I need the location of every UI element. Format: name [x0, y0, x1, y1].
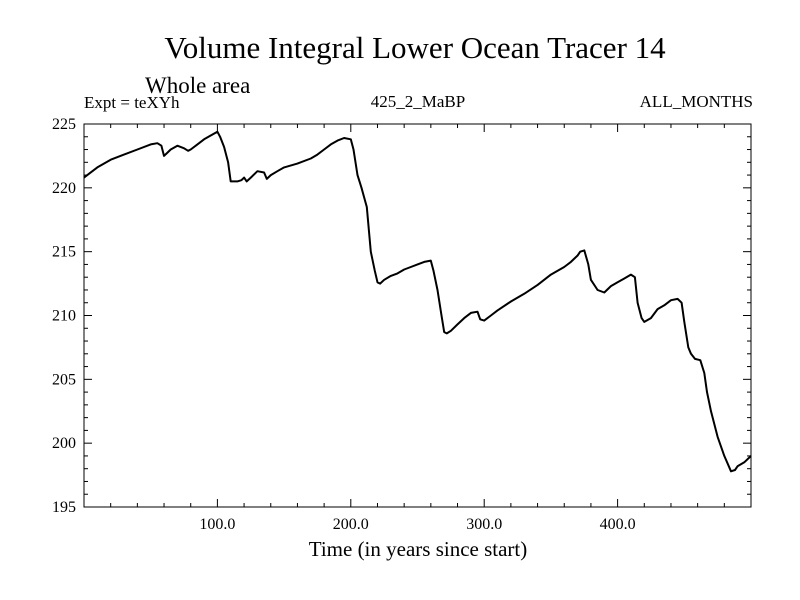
months-label: ALL_MONTHS: [640, 92, 753, 111]
run-label: 425_2_MaBP: [371, 92, 465, 111]
x-tick-label: 200.0: [333, 516, 369, 533]
y-tick-label: 205: [52, 371, 76, 388]
x-tick-label: 100.0: [199, 516, 235, 533]
plot-frame: [83, 123, 752, 508]
series-group: [83, 130, 752, 473]
y-tick-label: 210: [52, 308, 76, 325]
x-axis: 100.0 200.0 300.0 400.0: [110, 124, 725, 533]
y-tick-label: 215: [52, 244, 76, 261]
chart-title: Volume Integral Lower Ocean Tracer 14: [164, 30, 666, 65]
y-tick-label: 200: [52, 435, 76, 452]
x-tick-label: 400.0: [600, 516, 636, 533]
expt-label: Expt = teXYh: [84, 93, 180, 112]
series-line: [83, 130, 752, 473]
x-axis-label: Time (in years since start): [309, 537, 528, 561]
chart-subtitle: Whole area: [145, 73, 250, 98]
x-tick-label: 300.0: [466, 516, 502, 533]
y-tick-label: 225: [52, 116, 76, 133]
y-tick-label: 195: [52, 499, 76, 516]
y-axis: 195 200 205 210 215 220 225: [52, 116, 751, 516]
y-tick-label: 220: [52, 180, 76, 197]
